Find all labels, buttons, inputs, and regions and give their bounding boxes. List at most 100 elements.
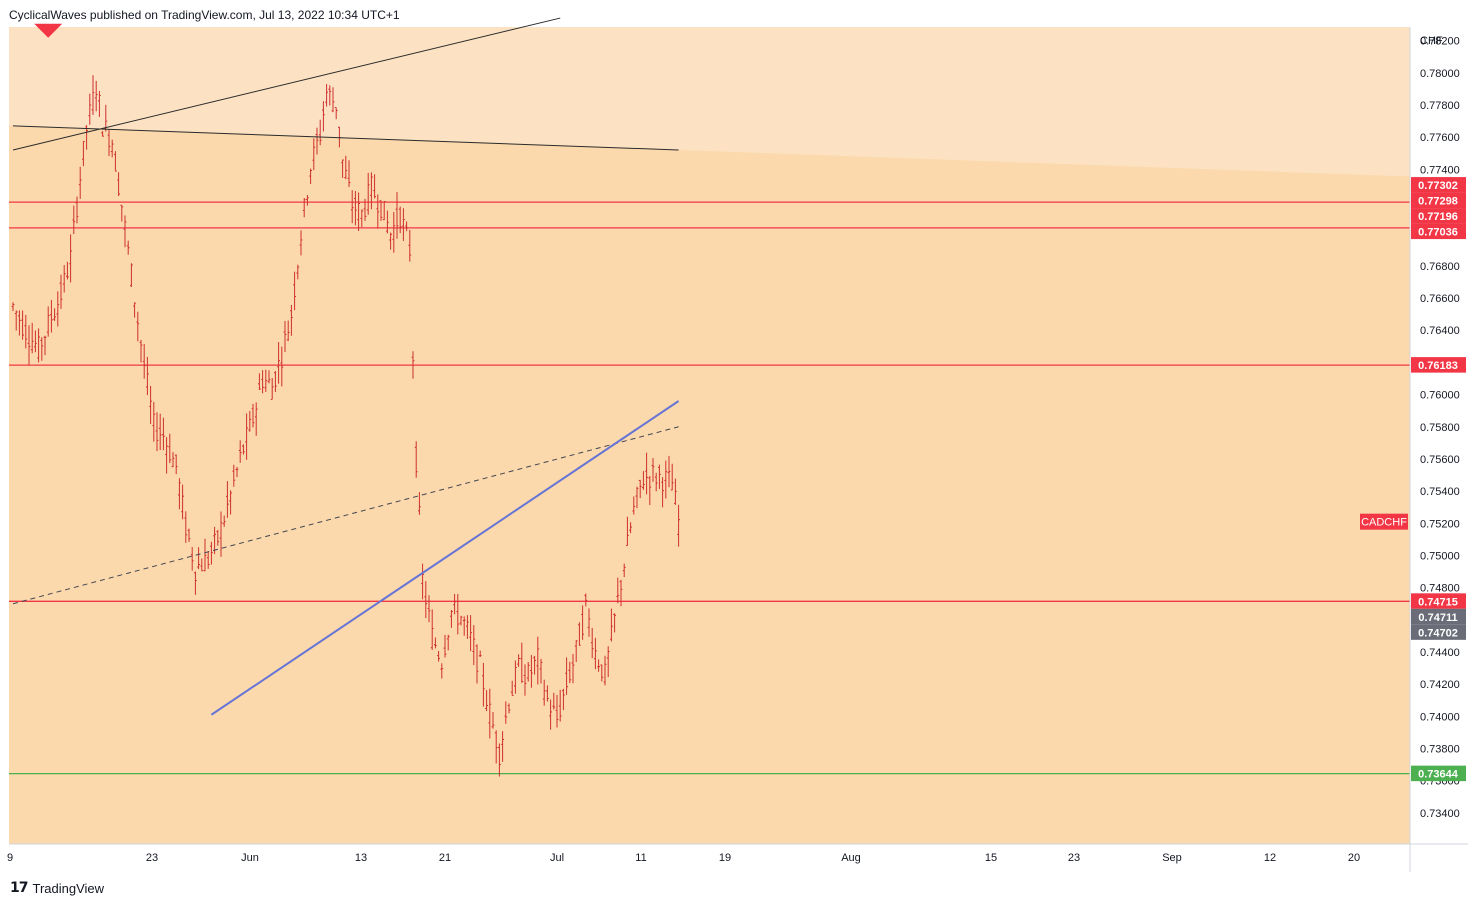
ohlc-bar — [280, 346, 284, 387]
ohlc-bar — [270, 378, 274, 400]
ohlc-bar — [526, 662, 530, 682]
ohlc-bar — [533, 655, 536, 675]
price-tick-label: 0.77400 — [1420, 164, 1460, 176]
ohlc-bar — [149, 385, 152, 425]
ohlc-bar — [213, 526, 216, 555]
ohlc-bar — [613, 613, 616, 633]
footer: 17 TradingView — [10, 880, 104, 896]
ohlc-bar — [622, 563, 626, 578]
ohlc-bar — [146, 356, 149, 396]
ohlc-bar — [242, 444, 245, 455]
ohlc-bar — [539, 658, 543, 684]
upper-channel-shading — [9, 27, 1410, 177]
ohlc-bar — [418, 492, 421, 515]
time-axis[interactable]: 9 23 Jun 13 21 Jul 11 19 Aug 15 23 Sep 12 20 — [7, 852, 1360, 864]
price-tick-label: 0.74200 — [1420, 679, 1460, 691]
ohlc-bar — [626, 516, 629, 546]
svg-text:CADCHF: CADCHF — [1361, 517, 1407, 529]
ohlc-bar — [66, 261, 69, 280]
ohlc-bar — [40, 337, 44, 361]
ohlc-bar — [382, 201, 386, 221]
ohlc-bar — [296, 264, 300, 280]
ohlc-bar — [126, 240, 130, 255]
ohlc-bar — [357, 192, 360, 232]
ohlc-bar — [226, 481, 229, 518]
ascending-trend-line[interactable] — [210, 400, 680, 716]
ohlc-bar — [414, 441, 418, 478]
ohlc-bar — [155, 412, 159, 452]
price-tick-label: 0.78200 — [1420, 36, 1460, 48]
ohlc-bar — [373, 174, 376, 199]
ohlc-bar — [331, 87, 335, 113]
ohlc-bar — [549, 699, 552, 730]
ohlc-bar — [98, 90, 101, 117]
ohlc-bar — [248, 410, 252, 432]
price-tick-label: 0.75800 — [1420, 422, 1460, 434]
ohlc-bar — [200, 558, 204, 572]
ohlc-bar — [462, 616, 466, 636]
ohlc-bar — [318, 119, 322, 146]
ohlc-bar — [94, 80, 98, 112]
ohlc-bar — [341, 159, 344, 178]
time-tick-label: 15 — [985, 852, 997, 864]
ohlc-bar — [453, 593, 456, 615]
dashed-channel-line[interactable] — [12, 426, 679, 605]
ohlc-bar — [594, 637, 597, 670]
candlestick-series — [11, 75, 680, 777]
ohlc-bar — [293, 271, 296, 311]
trendline-layer — [12, 17, 680, 716]
time-tick-label: 19 — [719, 852, 731, 864]
ohlc-bar — [168, 433, 172, 464]
price-axis-labels: 0.77302 0.77298 0.77196 0.77036 0.76183 0.747… — [1360, 177, 1466, 782]
ohlc-bar — [344, 155, 348, 180]
time-tick-label: 23 — [146, 852, 158, 864]
ohlc-bar — [366, 172, 370, 215]
ohlc-bar — [488, 688, 492, 739]
svg-text:0.77036: 0.77036 — [1418, 227, 1458, 239]
ohlc-bar — [478, 650, 482, 657]
ohlc-bar — [251, 403, 255, 428]
ohlc-bar — [354, 191, 357, 226]
ohlc-bar — [562, 688, 565, 711]
ohlc-bar — [238, 440, 242, 463]
sell-signal-marker-icon — [34, 23, 63, 38]
price-level-badge: 0.74711 — [1411, 608, 1466, 625]
ohlc-bar — [427, 595, 431, 623]
ohlc-bar — [402, 208, 405, 241]
time-tick-label: 20 — [1348, 852, 1360, 864]
ohlc-bar — [603, 655, 607, 686]
channel-boundary-line[interactable] — [12, 17, 561, 151]
price-level-badge: 0.77036 — [1411, 223, 1466, 240]
price-level-badge: 0.77196 — [1411, 208, 1466, 224]
tradingview-brand: TradingView — [32, 880, 105, 896]
ohlc-bar — [386, 210, 389, 234]
ohlc-bar — [456, 594, 460, 635]
ohlc-bar — [376, 194, 380, 229]
price-level-badge: 0.77302 — [1411, 177, 1466, 193]
ohlc-bar — [523, 664, 527, 696]
time-tick-label: Jul — [550, 852, 564, 864]
ohlc-bar — [277, 342, 280, 384]
ohlc-bar — [53, 308, 56, 321]
ohlc-bar — [552, 692, 556, 710]
ohlc-bar — [674, 478, 677, 505]
ohlc-bar — [638, 479, 642, 499]
ohlc-bar — [498, 743, 501, 777]
ohlc-bar — [82, 140, 85, 167]
channel-boundary-line[interactable] — [12, 125, 679, 151]
ohlc-bar — [315, 127, 319, 155]
ohlc-bar — [219, 511, 223, 557]
svg-text:0.74715: 0.74715 — [1418, 596, 1458, 608]
drawings-layer — [9, 201, 1410, 775]
svg-text:0.77196: 0.77196 — [1418, 211, 1458, 223]
price-tick-label: 0.75400 — [1420, 486, 1460, 498]
time-tick-label: Jun — [241, 852, 259, 864]
ohlc-bar — [261, 370, 264, 394]
ohlc-bar — [494, 730, 498, 764]
ohlc-bar — [181, 484, 184, 520]
ohlc-bar — [520, 642, 524, 683]
time-tick-label: 21 — [439, 852, 451, 864]
ohlc-bar — [411, 351, 415, 379]
svg-text:0.74711: 0.74711 — [1418, 612, 1457, 624]
